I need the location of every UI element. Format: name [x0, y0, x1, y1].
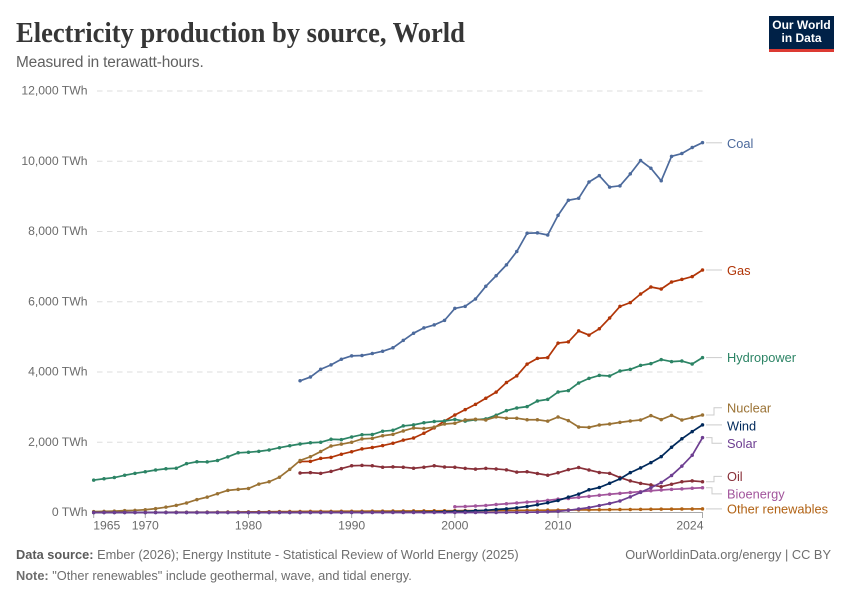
svg-text:1965: 1965 [93, 519, 120, 533]
svg-text:6,000 TWh: 6,000 TWh [28, 294, 87, 308]
svg-text:Nuclear: Nuclear [727, 401, 772, 416]
svg-text:2000: 2000 [441, 519, 468, 533]
svg-text:Solar: Solar [727, 436, 758, 451]
svg-text:10,000 TWh: 10,000 TWh [21, 154, 87, 168]
svg-text:1980: 1980 [235, 519, 262, 533]
svg-text:Wind: Wind [727, 418, 756, 433]
svg-text:Other renewables: Other renewables [727, 501, 828, 516]
svg-text:Oil: Oil [727, 469, 743, 484]
svg-text:1990: 1990 [338, 519, 365, 533]
svg-text:12,000 TWh: 12,000 TWh [21, 84, 87, 98]
svg-text:8,000 TWh: 8,000 TWh [28, 224, 87, 238]
svg-text:1970: 1970 [132, 519, 159, 533]
svg-text:2010: 2010 [544, 519, 571, 533]
svg-text:4,000 TWh: 4,000 TWh [28, 365, 87, 379]
svg-text:0 TWh: 0 TWh [52, 505, 88, 519]
svg-text:Coal: Coal [727, 136, 753, 151]
svg-text:Hydropower: Hydropower [727, 350, 797, 365]
svg-text:Gas: Gas [727, 263, 750, 278]
svg-text:Bioenergy: Bioenergy [727, 487, 785, 502]
svg-text:2024: 2024 [676, 519, 703, 533]
svg-text:2,000 TWh: 2,000 TWh [28, 435, 87, 449]
